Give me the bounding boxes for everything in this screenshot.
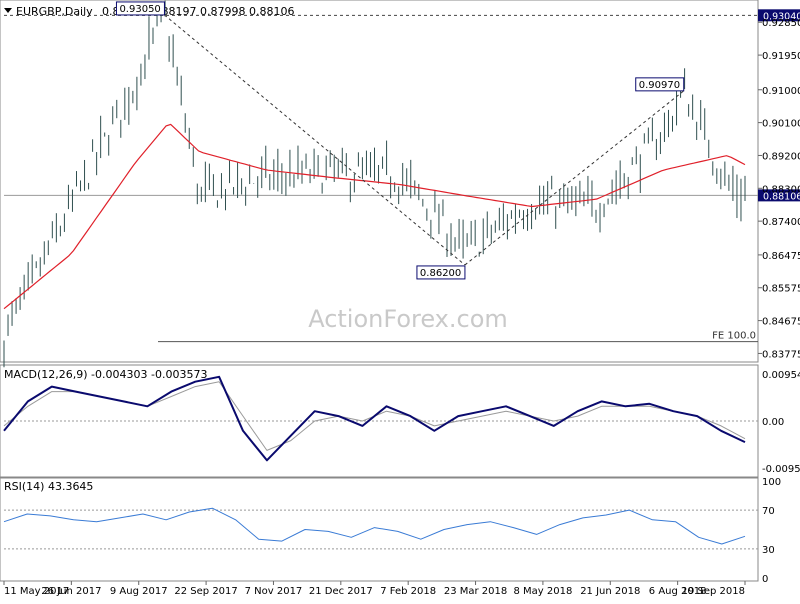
price-tick-2: 0.91950 <box>762 51 800 62</box>
reference-lines: FE 100.0 <box>4 14 758 343</box>
moving-average-group <box>3 123 746 310</box>
price-panel-frame <box>0 0 759 363</box>
rsi-panel-frame <box>0 477 759 582</box>
rsi-title: RSI(14) 43.3645 <box>4 480 93 493</box>
price-tick-8: 0.86475 <box>762 251 800 262</box>
price-tick-9: 0.85575 <box>762 284 800 295</box>
rsi-tick-0: 100 <box>762 477 781 488</box>
macd-line <box>3 375 746 462</box>
macd-tick-1: 0.00 <box>762 417 784 428</box>
macd-tick-2: -0.009538 <box>762 464 800 475</box>
rsi-group <box>3 507 758 550</box>
annotation-label-1: 0.86200 <box>420 268 461 279</box>
x-tick-8: 8 May 2018 <box>513 586 572 597</box>
x-tick-11: 19 Sep 2018 <box>682 586 745 597</box>
x-tick-10: 6 Aug 2018 <box>649 586 707 597</box>
rsi-tick-2: 30 <box>762 545 775 556</box>
annotation-label-0: 0.93050 <box>119 4 160 15</box>
rsi-line <box>3 507 746 545</box>
annotation-box-1 <box>416 265 466 280</box>
price-tick-3: 0.91000 <box>762 86 800 97</box>
price-tick-4: 0.90100 <box>762 119 800 130</box>
macd-tick-0: 0.00954 <box>762 370 800 381</box>
price-tick-6: 0.88300 <box>762 184 800 195</box>
annotations-group: 0.93050 0.86200 0.90970 <box>115 1 685 280</box>
rsi-tick-1: 70 <box>762 506 775 517</box>
x-tick-4: 7 Nov 2017 <box>245 586 303 597</box>
price-badge-1: 0.88106 <box>763 191 800 202</box>
rsi-tick-3: 0 <box>762 574 768 585</box>
x-tick-3: 22 Sep 2017 <box>174 586 237 597</box>
symbol-label: EURGBP,Daily <box>16 5 93 18</box>
x-tick-0: 11 May 2017 <box>4 586 69 597</box>
x-tick-1: 26 Jun 2017 <box>41 586 101 597</box>
dashed-connector-1 <box>164 14 466 266</box>
x-tick-5: 21 Dec 2017 <box>309 586 373 597</box>
price-tick-7: 0.87400 <box>762 217 800 228</box>
dashed-connector-2 <box>464 90 685 266</box>
fe-label: FE 100.0 <box>712 331 756 342</box>
macd-title: MACD(12,26,9) -0.004303 -0.003573 <box>4 368 207 381</box>
annotation-box-0 <box>115 1 165 16</box>
macd-group <box>3 375 758 462</box>
price-tick-5: 0.89200 <box>762 151 800 162</box>
price-badge-bg-1 <box>758 189 800 202</box>
x-tick-9: 21 Jun 2018 <box>580 586 640 597</box>
price-tick-1: 0.92850 <box>762 18 800 29</box>
x-tick-2: 9 Aug 2017 <box>110 586 168 597</box>
price-tick-10: 0.84675 <box>762 317 800 328</box>
price-badge-bg-0 <box>758 9 800 22</box>
watermark: ActionForex.com <box>308 305 508 333</box>
candles-group <box>3 0 746 368</box>
price-tick-11: 0.83775 <box>762 349 800 360</box>
moving-average-line <box>3 123 746 310</box>
x-tick-6: 7 Feb 2018 <box>380 586 436 597</box>
x-tick-7: 23 Mar 2018 <box>444 586 507 597</box>
y-axis-labels: 0.93040 0.88106 0.92850 0.91950 0.91000 0.901… <box>758 9 800 585</box>
dropdown-triangle-icon[interactable] <box>4 8 12 13</box>
annotation-label-2: 0.90970 <box>639 80 680 91</box>
annotation-box-2 <box>635 77 685 92</box>
price-badge-0: 0.93040 <box>763 11 800 22</box>
